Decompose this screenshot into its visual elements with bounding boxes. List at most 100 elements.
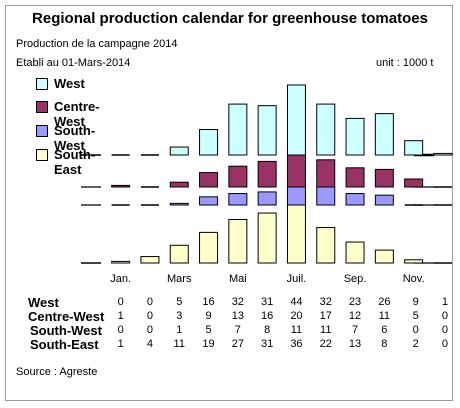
table-row-label-south-east: South-East <box>30 337 99 352</box>
x-tick-label-mai: Mai <box>229 273 247 285</box>
table-cell-centre-west-f-v: 0 <box>146 310 153 322</box>
legend-swatch-west <box>36 78 48 90</box>
table-cell-south-west-f-v: 0 <box>146 324 153 336</box>
bar-west-mars <box>169 146 189 156</box>
table-cell-south-west-mars: 1 <box>176 324 183 336</box>
bar-west-ao-t <box>316 103 336 156</box>
table-cell-west-sep: 23 <box>348 296 362 308</box>
table-cell-south-west-nov: 0 <box>412 324 419 336</box>
table-cell-centre-west-ao-t: 17 <box>319 310 332 322</box>
bar-south-east-avr <box>199 231 219 264</box>
legend-swatch-south-west <box>36 125 48 137</box>
table-cell-south-west-avr: 5 <box>205 324 212 336</box>
bar-centre-west-mai <box>228 165 248 188</box>
bar-west-avr <box>199 129 219 156</box>
table-cell-centre-west-avr: 9 <box>205 310 212 322</box>
table-cell-centre-west-d-c: 0 <box>441 310 448 322</box>
table-cell-south-east-mars: 11 <box>173 338 185 350</box>
bar-south-east-oct <box>374 249 394 264</box>
table-cell-south-east-mai: 27 <box>231 338 244 350</box>
table-cell-west-nov: 9 <box>412 296 419 308</box>
table-cell-south-west-juin: 8 <box>264 324 271 336</box>
legend-label-south-west: South-West <box>54 123 96 153</box>
bar-centre-west-oct <box>374 168 394 188</box>
bar-south-west-juil <box>286 186 306 206</box>
x-tick-label-jan: Jan. <box>110 273 131 285</box>
bar-centre-west-jan <box>111 184 131 188</box>
bar-centre-west-sep <box>345 167 365 188</box>
table-cell-centre-west-mars: 3 <box>176 310 183 322</box>
bar-centre-west-ao-t <box>316 159 336 188</box>
table-cell-west-f-v: 0 <box>146 296 153 308</box>
bar-centre-west-juin <box>257 160 277 188</box>
bar-centre-west-avr <box>199 172 219 188</box>
bar-centre-west-juil <box>286 154 306 188</box>
legend-swatch-centre-west <box>36 101 48 113</box>
bar-west-d-c <box>433 152 453 156</box>
x-tick-label-juil: Juil. <box>287 273 307 285</box>
bar-south-east-ao-t <box>316 227 336 264</box>
table-cell-south-west-d-c: 0 <box>441 324 448 336</box>
x-tick-label-nov: Nov. <box>403 273 425 285</box>
table-cell-south-west-ao-t: 11 <box>320 324 332 336</box>
bar-south-west-oct <box>374 194 394 206</box>
legend-label-west: West <box>54 76 85 91</box>
table-cell-west-ao-t: 32 <box>319 296 332 308</box>
bar-south-east-mai <box>228 219 248 264</box>
subtitle-date: Etabli au 01-Mars-2014 <box>16 57 131 69</box>
bar-south-east-juin <box>257 212 277 264</box>
table-cell-west-avr: 16 <box>202 296 215 308</box>
chart-title: Regional production calendar for greenho… <box>32 10 428 27</box>
subtitle-campaign: Production de la campagne 2014 <box>16 38 178 50</box>
table-cell-south-east-sep: 13 <box>348 338 362 350</box>
legend-label-south-east: South-East <box>54 147 96 177</box>
bar-south-west-mars <box>169 202 189 206</box>
bar-south-east-sep <box>345 241 365 264</box>
table-cell-west-d-c: 1 <box>441 296 448 308</box>
table-row-label-west: West <box>28 295 59 310</box>
table-cell-centre-west-oct: 11 <box>378 310 391 322</box>
bar-south-west-avr <box>199 196 219 206</box>
table-cell-centre-west-nov: 5 <box>412 310 419 322</box>
table-cell-west-juin: 31 <box>261 296 274 308</box>
bar-west-juin <box>257 105 277 156</box>
bar-south-west-sep <box>345 193 365 206</box>
bar-west-nov <box>404 140 424 156</box>
bar-south-east-nov <box>404 259 424 264</box>
bar-south-west-mai <box>228 193 248 206</box>
bar-south-east-juil <box>286 204 306 264</box>
legend-label-centre-west: Centre-West <box>54 99 100 129</box>
table-cell-centre-west-jan: 1 <box>117 310 124 322</box>
bar-west-sep <box>345 117 365 156</box>
table-cell-west-oct: 26 <box>378 296 391 308</box>
legend-swatch-south-east <box>36 149 48 161</box>
table-cell-south-east-juil: 36 <box>290 338 303 350</box>
table-cell-centre-west-sep: 12 <box>348 310 362 322</box>
table-cell-south-west-jan: 0 <box>117 324 124 336</box>
table-cell-south-east-f-v: 4 <box>146 338 153 350</box>
source-note: Source : Agreste <box>16 366 98 378</box>
table-row-label-centre-west: Centre-West <box>28 309 105 324</box>
bar-west-mai <box>228 103 248 156</box>
bar-west-oct <box>374 113 394 156</box>
x-tick-label-mars: Mars <box>167 273 192 285</box>
bar-south-west-juin <box>257 191 277 206</box>
bar-west-juil <box>286 84 306 156</box>
table-cell-centre-west-mai: 13 <box>231 310 244 322</box>
chart-frame <box>5 5 453 401</box>
table-cell-south-west-juil: 11 <box>290 324 303 336</box>
bar-south-east-f-v <box>140 256 160 264</box>
table-cell-centre-west-juil: 20 <box>290 310 303 322</box>
unit-label: unit : 1000 t <box>376 57 434 69</box>
table-cell-south-east-avr: 19 <box>202 338 215 350</box>
bar-centre-west-nov <box>404 178 424 188</box>
table-cell-south-west-sep: 7 <box>351 324 359 336</box>
table-cell-west-mars: 5 <box>176 296 183 308</box>
bar-south-east-mars <box>169 244 189 264</box>
table-cell-south-west-mai: 7 <box>234 324 241 336</box>
table-cell-west-jan: 0 <box>117 296 124 308</box>
x-tick-label-sep: Sep. <box>344 273 367 285</box>
table-cell-west-juil: 44 <box>290 296 303 308</box>
table-cell-south-east-nov: 2 <box>412 338 419 350</box>
